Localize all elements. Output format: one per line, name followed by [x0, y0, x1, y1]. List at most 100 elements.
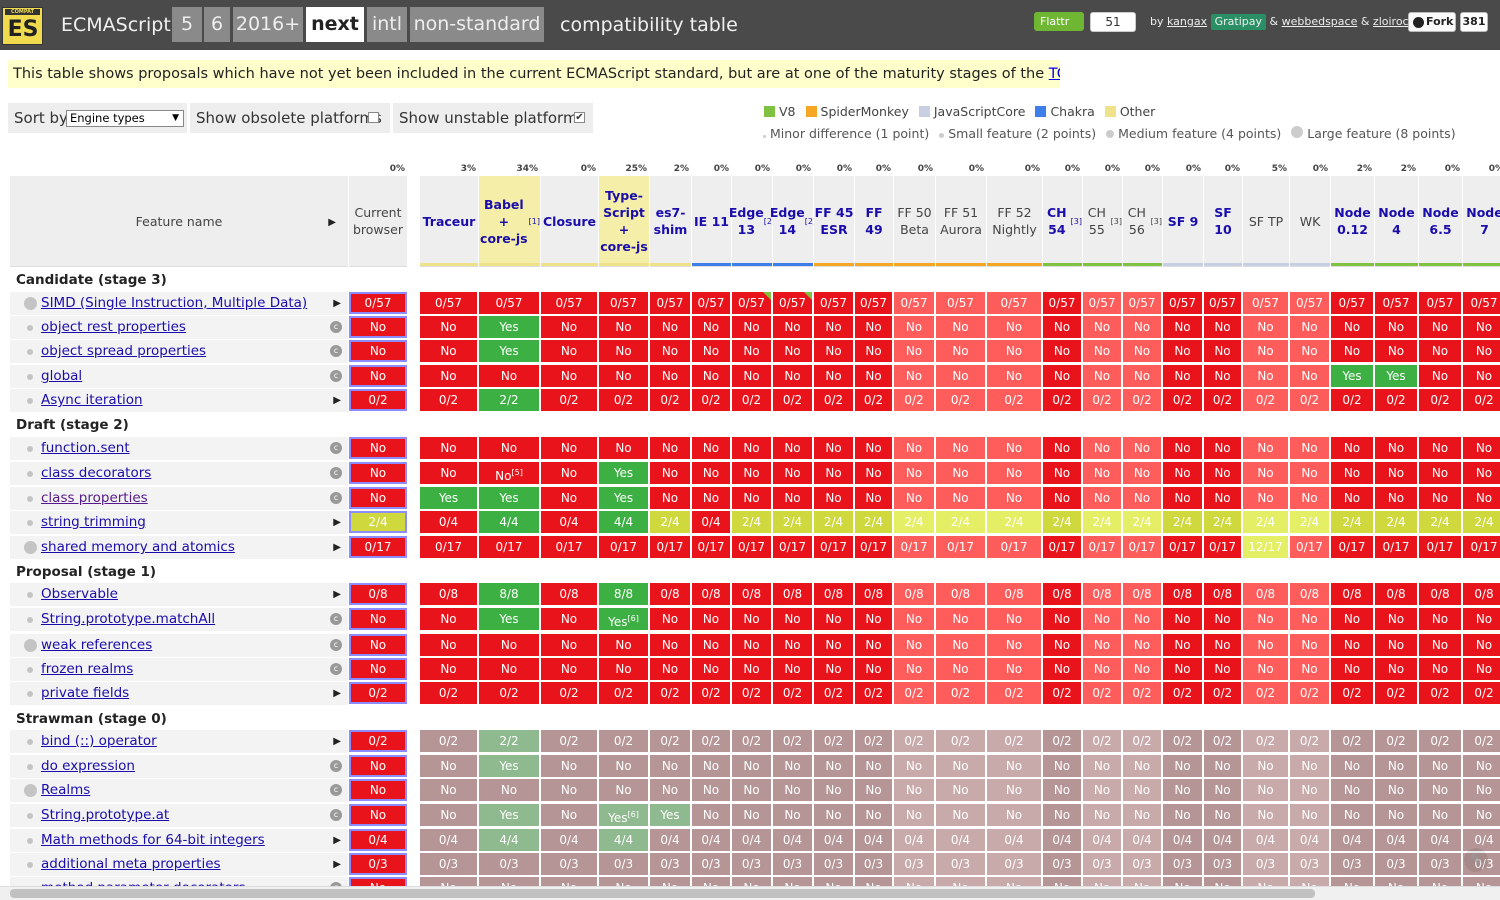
browser-header-sf-9[interactable]: SF 9 — [1163, 176, 1203, 267]
feature-row-private-fields[interactable]: private fields ▶ — [10, 682, 348, 705]
horizontal-scrollbar[interactable] — [0, 886, 1500, 900]
author-link-kangax[interactable]: kangax — [1167, 15, 1208, 28]
c-info-icon[interactable]: c — [330, 321, 342, 333]
feature-link[interactable]: object rest properties — [41, 319, 186, 335]
c-info-icon[interactable]: c — [330, 663, 342, 675]
gratipay-button[interactable]: Gratipay — [1210, 14, 1267, 30]
expand-row-icon[interactable]: ▶ — [333, 542, 341, 553]
tab-intl[interactable]: intl — [367, 7, 407, 42]
browser-note[interactable]: [1] — [528, 216, 540, 226]
scrollbar-thumb[interactable] — [10, 889, 1315, 898]
tab-5[interactable]: 5 — [172, 7, 202, 42]
feature-link[interactable]: object spread properties — [41, 343, 207, 359]
feature-row-shared-memory-and-atomics[interactable]: shared memory and atomics ▶ — [10, 536, 348, 559]
feature-link[interactable]: Observable — [41, 586, 118, 602]
browser-header-traceur[interactable]: Traceur — [420, 176, 478, 267]
c-info-icon[interactable]: c — [330, 370, 342, 382]
browser-header-ff-45-esr[interactable]: FF 45 ESR — [814, 176, 854, 267]
expand-row-icon[interactable]: ▶ — [333, 688, 341, 699]
browser-header-es7-shim[interactable]: es7-shim — [650, 176, 691, 267]
browser-header-node-0-12[interactable]: Node 0.12 — [1331, 176, 1374, 267]
feature-link[interactable]: frozen realms — [41, 661, 134, 677]
browser-note[interactable]: [3] — [1110, 216, 1122, 226]
tc39-process-link[interactable]: TC39 process — [1048, 66, 1060, 82]
expand-row-icon[interactable]: ▶ — [333, 298, 341, 309]
unstable-checkbox[interactable]: ✔ — [574, 112, 585, 123]
feature-row-realms[interactable]: Realms c — [10, 779, 348, 802]
expand-row-icon[interactable]: ▶ — [333, 589, 341, 600]
tab-6[interactable]: 6 — [204, 7, 230, 42]
browser-header-ff-50-beta[interactable]: FF 50 Beta — [894, 176, 935, 267]
unstable-toggle[interactable]: Show unstable platforms ✔ — [393, 103, 593, 133]
expand-row-icon[interactable]: ▶ — [333, 395, 341, 406]
feature-row-function-sent[interactable]: function.sent c — [10, 437, 348, 460]
feature-link[interactable]: weak references — [41, 637, 153, 653]
browser-header-sf-10[interactable]: SF 10 — [1204, 176, 1242, 267]
feature-row-observable[interactable]: Observable ▶ — [10, 583, 348, 606]
browser-header-babel-core-js[interactable]: Babel + core-js [1] — [479, 176, 540, 267]
feature-link[interactable]: Realms — [41, 782, 91, 798]
browser-header-closure[interactable]: Closure — [541, 176, 598, 267]
c-info-icon[interactable]: c — [330, 760, 342, 772]
browser-header-node-6-5[interactable]: Node 6.5 — [1419, 176, 1462, 267]
browser-header-wk[interactable]: WK — [1290, 176, 1330, 267]
author-link-zloirock[interactable]: zloirock — [1372, 15, 1415, 28]
feature-row-object-rest-properties[interactable]: object rest properties c — [10, 316, 348, 339]
feature-row-weak-references[interactable]: weak references c — [10, 634, 348, 657]
cell-note[interactable]: [6] — [627, 614, 639, 623]
feature-link[interactable]: Async iteration — [41, 392, 143, 408]
flattr-button[interactable]: Flattr — [1034, 12, 1084, 31]
feature-link[interactable]: do expression — [41, 758, 135, 774]
feature-link[interactable]: string trimming — [41, 514, 146, 530]
feature-row-global[interactable]: global c — [10, 365, 348, 388]
feature-link[interactable]: private fields — [41, 685, 130, 701]
expand-row-icon[interactable]: ▶ — [333, 736, 341, 747]
browser-header-ch-56[interactable]: CH 56 [3] — [1123, 176, 1162, 267]
feature-row-async-iteration[interactable]: Async iteration ▶ — [10, 389, 348, 412]
browser-header-type-script-core-js[interactable]: Type-Script + core-js — [599, 176, 649, 267]
edit-pencil-icon[interactable]: ✎ — [1464, 848, 1488, 872]
feature-link[interactable]: Math methods for 64-bit integers — [41, 832, 265, 848]
browser-header-ch-55[interactable]: CH 55 [3] — [1083, 176, 1122, 267]
feature-row-string-trimming[interactable]: string trimming ▶ — [10, 511, 348, 534]
feature-link[interactable]: class properties — [41, 490, 148, 506]
c-info-icon[interactable]: c — [330, 613, 342, 625]
feature-row-class-properties[interactable]: class properties c — [10, 487, 348, 510]
cell-note[interactable]: [5] — [511, 468, 523, 477]
feature-row-simd-single-instruction-multiple-data[interactable]: SIMD (Single Instruction, Multiple Data)… — [10, 292, 348, 315]
c-info-icon[interactable]: c — [330, 639, 342, 651]
browser-header-edge-14[interactable]: Edge 14 [2] — [770, 176, 817, 267]
browser-note[interactable]: [2] — [763, 216, 776, 226]
feature-row-class-decorators[interactable]: class decorators c — [10, 462, 348, 485]
c-info-icon[interactable]: c — [330, 809, 342, 821]
browser-header-ie-11[interactable]: IE 11 — [692, 176, 731, 267]
c-info-icon[interactable]: c — [330, 467, 342, 479]
feature-row-frozen-realms[interactable]: frozen realms c — [10, 658, 348, 681]
feature-row-do-expression[interactable]: do expression c — [10, 755, 348, 778]
feature-link[interactable]: global — [41, 368, 83, 384]
feature-link[interactable]: SIMD (Single Instruction, Multiple Data) — [41, 295, 308, 311]
browser-header-ff-51-aurora[interactable]: FF 51 Aurora — [936, 176, 986, 267]
expand-row-icon[interactable]: ▶ — [333, 517, 341, 528]
browser-header-ff-49[interactable]: FF 49 — [855, 176, 893, 267]
author-link-webbedspace[interactable]: webbedspace — [1281, 15, 1358, 28]
feature-row-string-prototype-at[interactable]: String.prototype.at c — [10, 804, 348, 827]
expand-row-icon[interactable]: ▶ — [333, 835, 341, 846]
expand-all-icon[interactable]: ▶ — [328, 217, 336, 228]
browser-note[interactable]: [2] — [804, 216, 817, 226]
cell-note[interactable]: [6] — [627, 810, 639, 819]
tab-non-standard[interactable]: non-standard — [410, 7, 544, 42]
browser-header-edge-13[interactable]: Edge 13 [2] — [729, 176, 776, 267]
feature-row-additional-meta-properties[interactable]: additional meta properties ▶ — [10, 853, 348, 876]
browser-header-ff-52-nightly[interactable]: FF 52 Nightly — [987, 176, 1042, 267]
feature-row-bind-operator[interactable]: bind (::) operator ▶ — [10, 730, 348, 753]
feature-row-object-spread-properties[interactable]: object spread properties c — [10, 340, 348, 363]
browser-note[interactable]: [3] — [1070, 216, 1082, 226]
browser-header-node-4[interactable]: Node 4 — [1375, 176, 1418, 267]
feature-link[interactable]: shared memory and atomics — [41, 539, 235, 555]
feature-link[interactable]: bind (::) operator — [41, 733, 157, 749]
feature-row-string-prototype-matchall[interactable]: String.prototype.matchAll c — [10, 608, 348, 631]
obsolete-checkbox[interactable] — [368, 112, 379, 123]
feature-link[interactable]: String.prototype.matchAll — [41, 611, 216, 627]
feature-link[interactable]: additional meta properties — [41, 856, 221, 872]
